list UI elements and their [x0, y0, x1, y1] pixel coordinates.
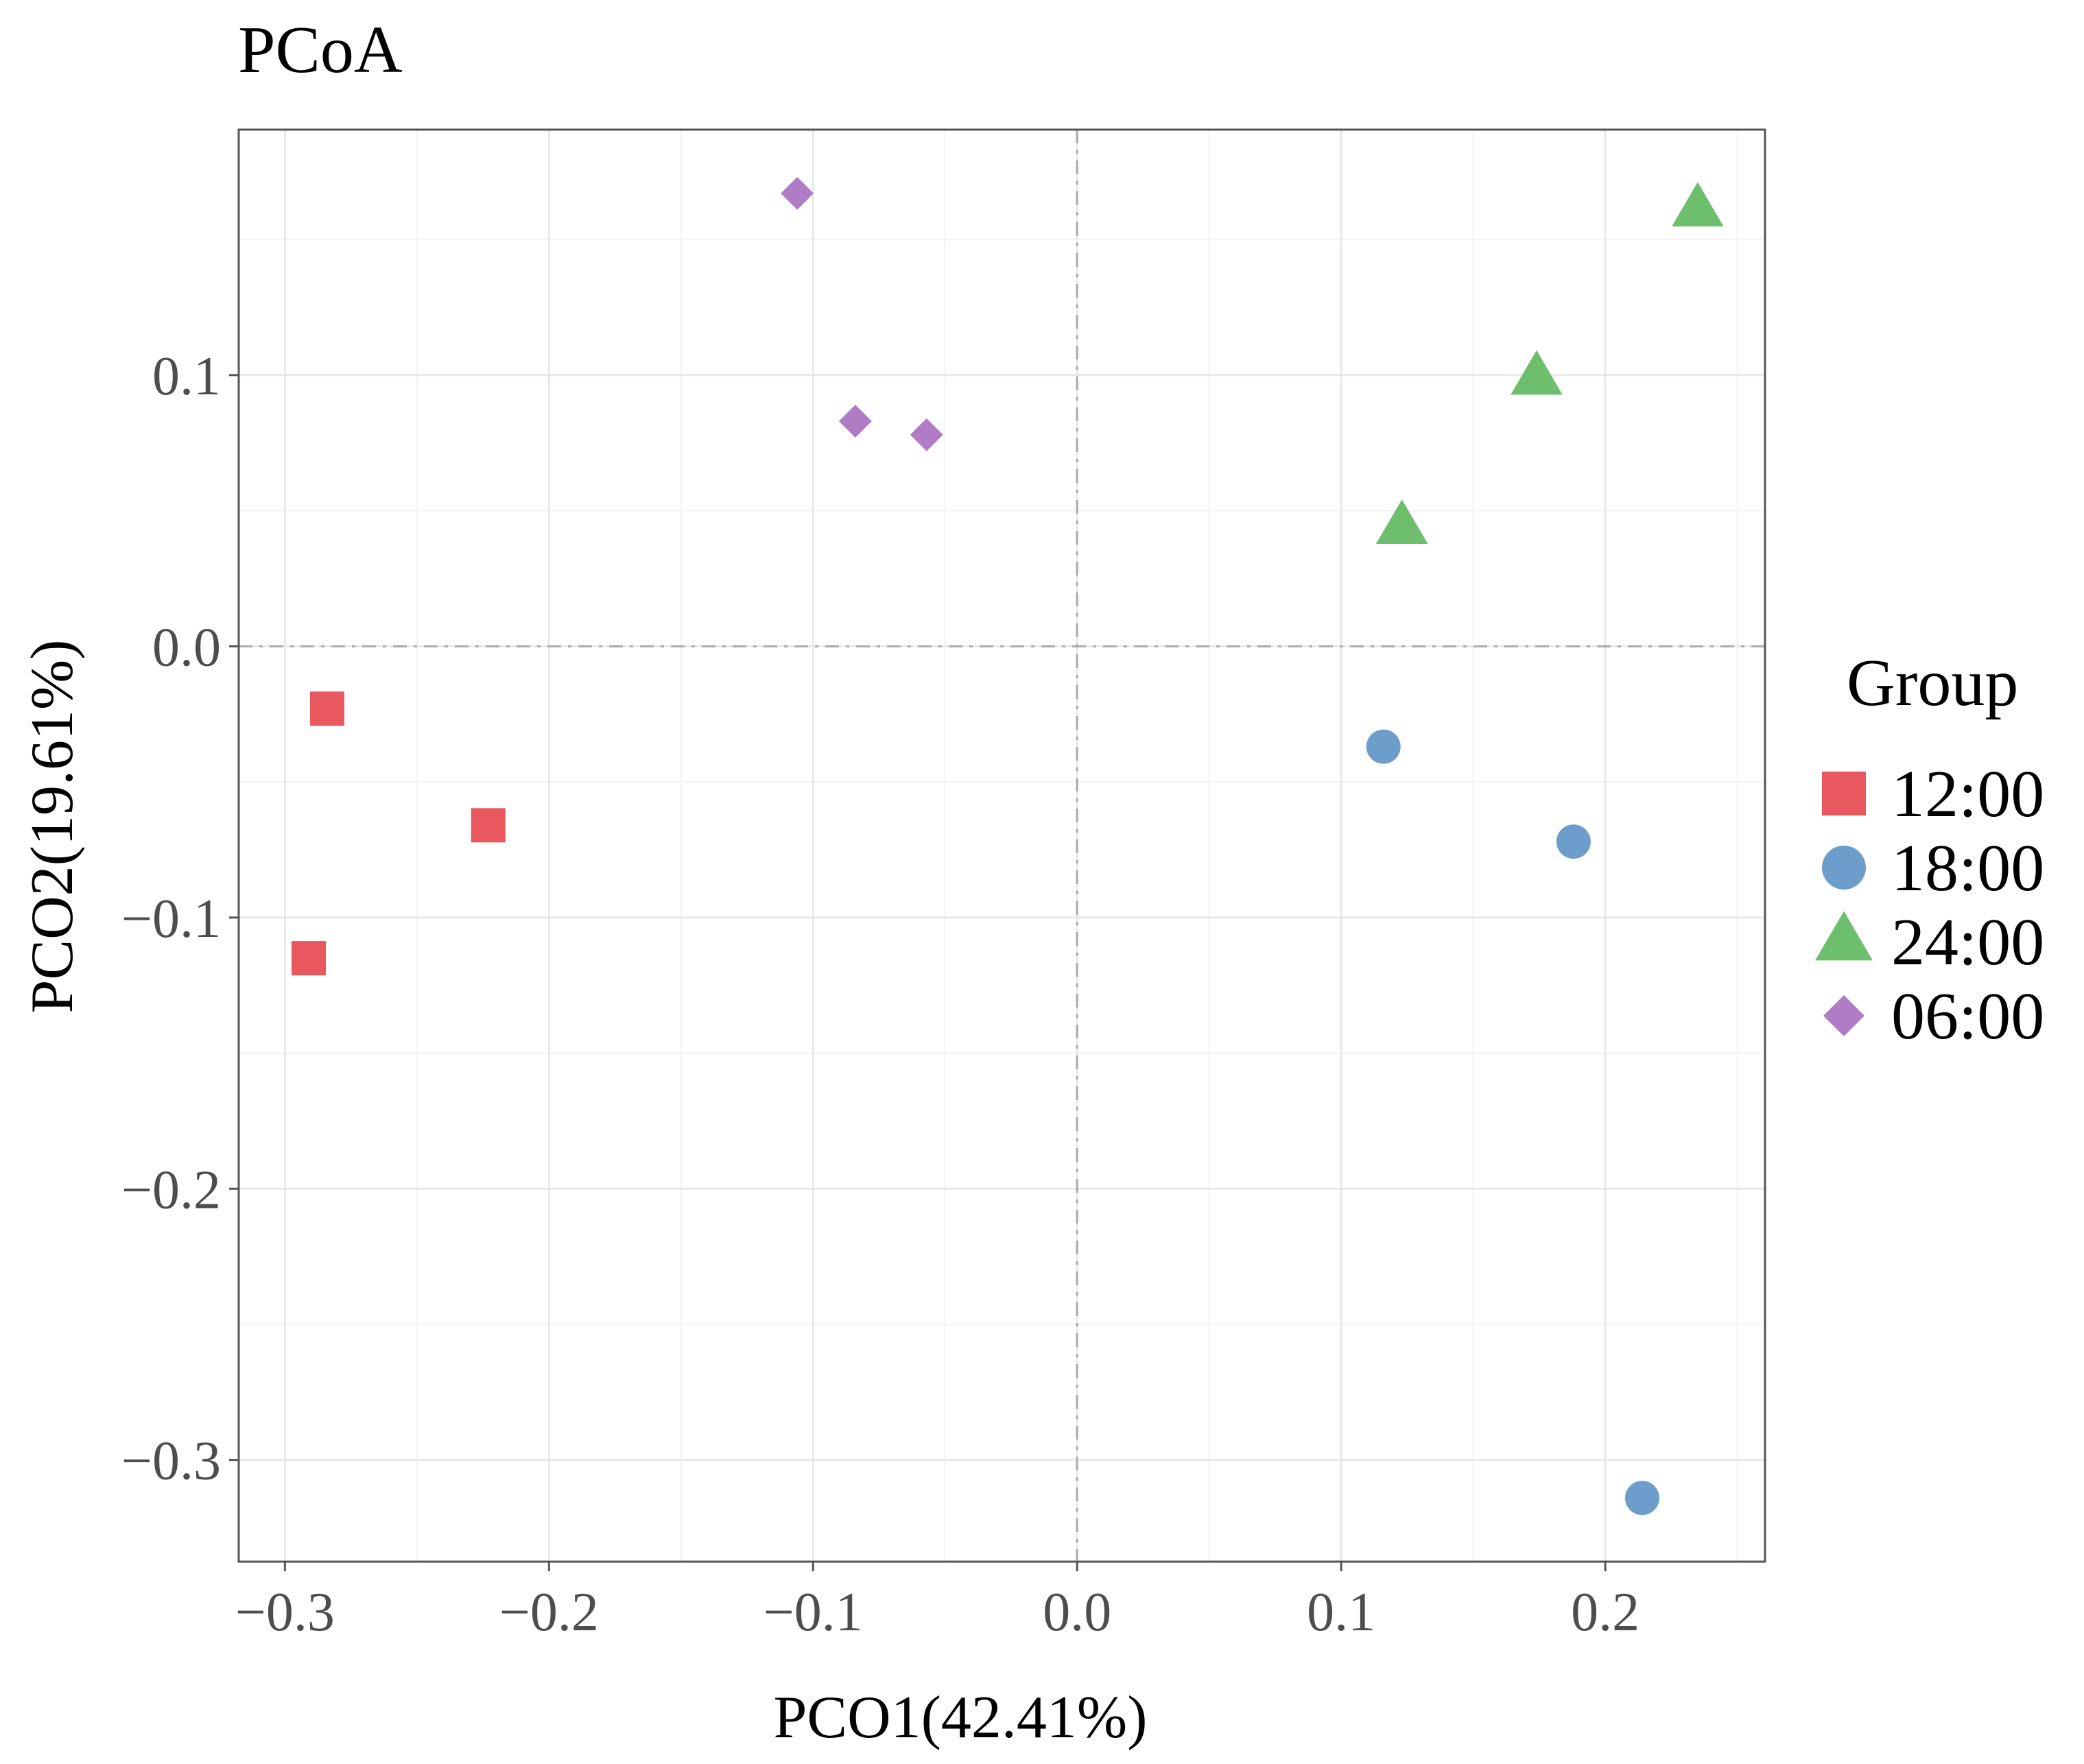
x-tick-label: 0.0 — [1043, 1582, 1111, 1643]
data-point-triangle — [1672, 182, 1724, 227]
chart-title: PCoA — [238, 13, 403, 87]
legend-item-06:00: 06:00 — [1823, 979, 2044, 1053]
legend-key-diamond — [1823, 995, 1864, 1036]
data-point-circle — [1366, 729, 1401, 764]
data-point-square — [292, 941, 327, 976]
y-tick-label: −0.1 — [121, 889, 221, 949]
y-axis-ticks: 0.1 0.0 −0.1 −0.2 −0.3 — [121, 346, 239, 1492]
x-axis-label: PCO1(42.41%) — [773, 1684, 1147, 1751]
x-tick-label: −0.2 — [499, 1582, 599, 1643]
x-tick-label: 0.1 — [1307, 1582, 1375, 1643]
data-point-square — [471, 808, 506, 843]
legend-key-square — [1822, 772, 1866, 815]
x-tick-label: −0.3 — [235, 1582, 335, 1643]
legend-title: Group — [1847, 646, 2018, 720]
data-point-circle — [1624, 1481, 1659, 1516]
major-gridlines — [239, 130, 1765, 1562]
data-point-diamond — [838, 405, 872, 438]
data-point-square — [309, 691, 344, 726]
y-tick-label: 0.0 — [152, 617, 221, 678]
plot-border — [237, 128, 1766, 1563]
minor-gridlines — [239, 130, 1765, 1562]
legend-key-triangle — [1815, 911, 1873, 961]
data-point-diamond — [781, 176, 814, 210]
series-06:00 — [781, 176, 943, 451]
series-12:00 — [292, 691, 506, 976]
legend-item-24:00: 24:00 — [1815, 905, 2044, 979]
legend-item-18:00: 18:00 — [1822, 831, 2044, 905]
reference-lines — [239, 130, 1765, 1562]
x-tick-label: 0.2 — [1571, 1582, 1639, 1643]
data-point-triangle — [1511, 350, 1563, 395]
x-tick-label: −0.1 — [763, 1582, 863, 1643]
legend-item-12:00: 12:00 — [1822, 757, 2044, 831]
y-tick-label: −0.3 — [121, 1431, 221, 1492]
legend-label: 12:00 — [1891, 757, 2044, 831]
y-tick-label: 0.1 — [152, 346, 221, 407]
x-axis-ticks: −0.3 −0.2 −0.1 0.0 0.1 0.2 — [235, 1562, 1639, 1643]
data-point-circle — [1556, 824, 1591, 859]
series-18:00 — [1366, 729, 1659, 1516]
legend-label: 24:00 — [1891, 905, 2044, 979]
y-axis-label: PCO2(19.61%) — [19, 639, 86, 1013]
legend-label: 06:00 — [1891, 979, 2044, 1053]
series-24:00 — [1375, 182, 1724, 544]
legend-key-circle — [1822, 846, 1866, 890]
y-tick-label: −0.2 — [121, 1160, 221, 1220]
data-point-diamond — [910, 418, 943, 451]
data-point-triangle — [1375, 499, 1428, 544]
legend-label: 18:00 — [1891, 831, 2044, 905]
data-points — [292, 176, 1724, 1516]
